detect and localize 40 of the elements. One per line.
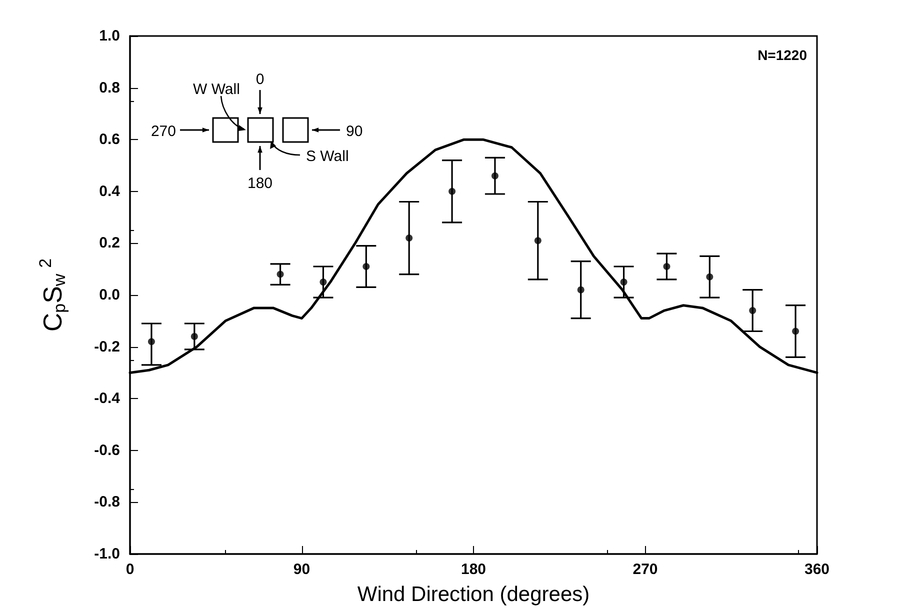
x-tick-label: 270 [632, 561, 658, 578]
point [448, 188, 456, 195]
y-tick-label: -0.2 [94, 338, 120, 356]
point [276, 270, 284, 278]
annotation: 180 [247, 175, 273, 192]
annotation: 0 [256, 71, 264, 88]
y-tick-label: -0.8 [94, 494, 120, 511]
y-tick-label: 0.8 [99, 79, 120, 96]
point [749, 307, 756, 314]
point [491, 172, 498, 180]
annotation: S Wall [306, 148, 349, 165]
y-tick-label: -0.4 [94, 390, 121, 408]
point [577, 286, 584, 294]
y-tick-label: -1.0 [94, 546, 120, 562]
y-tick-label: 1.0 [99, 28, 120, 44]
point [406, 234, 413, 242]
annotation: 270 [150, 123, 176, 140]
x-axis-title: Wind Direction (degrees) [357, 583, 590, 606]
point [534, 237, 542, 244]
y-tick-label: 0.4 [99, 182, 121, 200]
x-tick-label: 90 [293, 561, 310, 578]
y-tick-label: 0.2 [99, 234, 120, 252]
y-axis-title: CpSw2 [36, 258, 69, 332]
point [320, 278, 327, 286]
x-tick-label: 0 [126, 561, 134, 578]
point [792, 328, 800, 335]
y-tick-label: -0.6 [94, 442, 120, 459]
point [362, 263, 370, 270]
point [706, 273, 714, 280]
annotation: 90 [346, 123, 363, 140]
x-tick-label: 360 [804, 561, 830, 578]
point [148, 338, 155, 346]
annotation: N=1220 [758, 47, 808, 63]
annotation: W Wall [193, 81, 240, 98]
x-tick-label: 180 [460, 561, 486, 578]
y-tick-label: 0.0 [99, 286, 120, 304]
point [620, 278, 628, 286]
point [190, 332, 198, 340]
y-tick-label: 0.6 [99, 131, 120, 148]
point [663, 263, 670, 270]
